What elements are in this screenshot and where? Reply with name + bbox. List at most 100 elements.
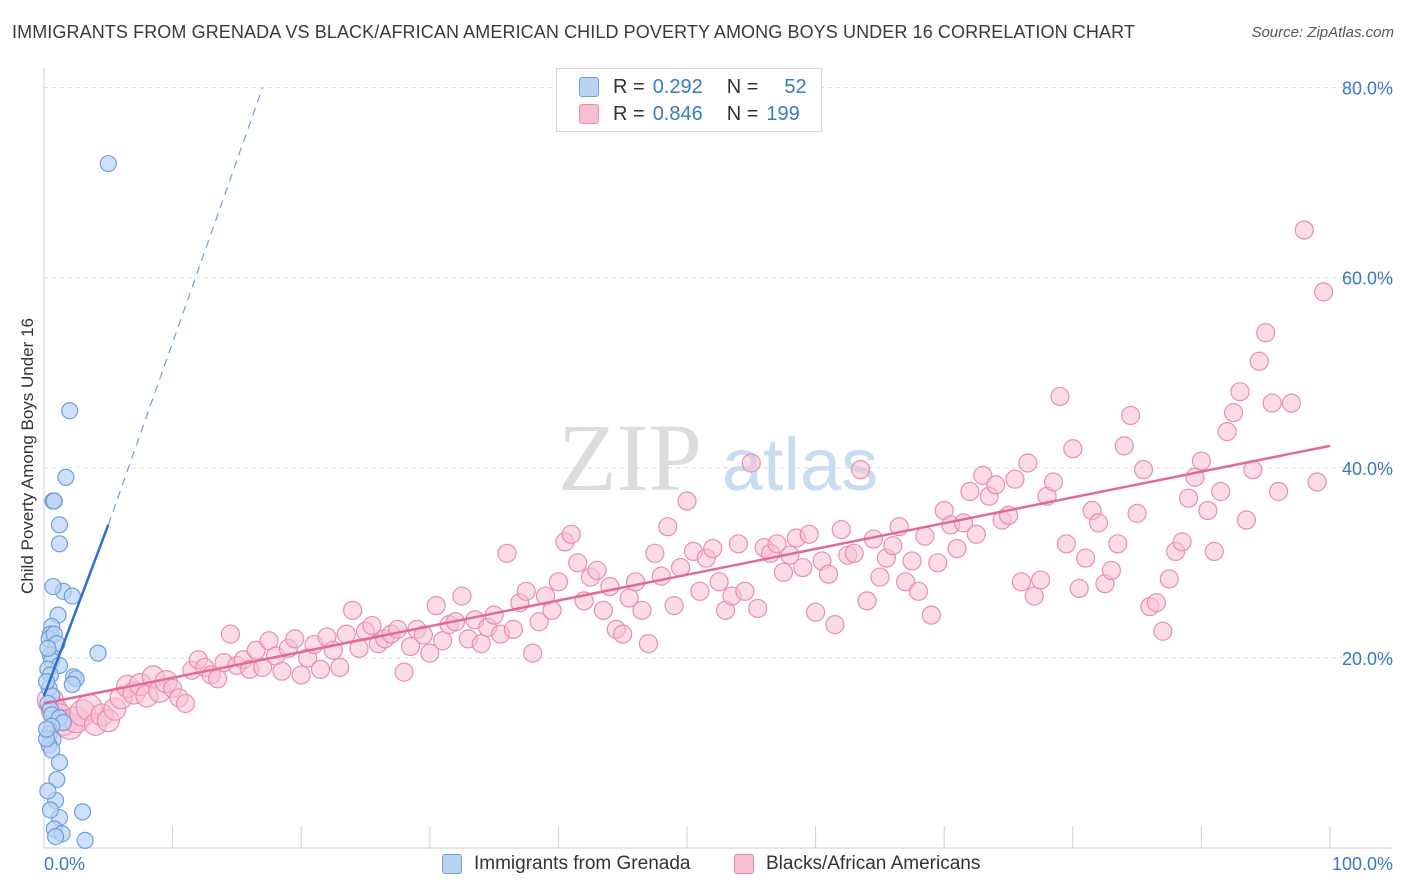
point-blacks — [253, 657, 273, 677]
point-blacks — [388, 619, 408, 639]
point-blacks — [1018, 453, 1038, 473]
point-blacks — [362, 615, 382, 636]
watermark: ZIP atlas — [558, 404, 878, 511]
bottom-legend-swatch-grenada — [442, 854, 462, 874]
point-grenada — [89, 644, 107, 662]
correlation-legend: R = 0.292 N = 52 R = 0.846 N = 199 — [556, 68, 822, 132]
point-blacks — [529, 612, 549, 632]
point-blacks — [503, 619, 523, 639]
legend-swatch-grenada — [579, 77, 599, 97]
point-blacks — [677, 491, 697, 511]
trend-line-grenada — [42, 524, 110, 697]
series-blacks-points — [36, 220, 1334, 740]
point-blacks — [1063, 439, 1083, 459]
bottom-legend-label-grenada: Immigrants from Grenada — [474, 853, 691, 874]
point-grenada — [44, 577, 62, 596]
point-grenada — [63, 587, 81, 605]
legend-row-blacks: R = 0.846 N = 199 — [579, 102, 800, 126]
point-blacks — [330, 657, 350, 677]
legend-r-value: 0.292 — [652, 75, 703, 98]
point-grenada — [61, 402, 79, 420]
y-tick-label: 60.0% — [1342, 269, 1393, 289]
point-blacks — [805, 602, 826, 622]
point-blacks — [664, 595, 684, 616]
chart-title: IMMIGRANTS FROM GRENADA VS BLACK/AFRICAN… — [12, 22, 1135, 42]
point-blacks — [703, 538, 723, 559]
point-blacks — [1211, 481, 1231, 502]
point-blacks — [1236, 510, 1257, 530]
point-blacks — [799, 524, 819, 544]
point-blacks — [433, 631, 453, 651]
watermark-zip: ZIP — [558, 404, 702, 511]
point-grenada — [48, 770, 66, 789]
point-grenada — [39, 639, 57, 657]
point-blacks — [1146, 593, 1166, 613]
point-blacks — [561, 524, 581, 544]
point-blacks — [1121, 405, 1141, 426]
point-blacks — [857, 591, 877, 611]
trend-line-blacks — [43, 444, 1331, 705]
point-blacks — [310, 659, 331, 679]
point-blacks — [690, 581, 710, 601]
point-grenada — [50, 535, 69, 553]
point-blacks — [413, 625, 433, 645]
point-blacks — [1217, 422, 1237, 442]
point-blacks — [896, 572, 916, 592]
point-blacks — [1223, 403, 1244, 423]
point-blacks — [220, 624, 241, 644]
series-grenada-points — [37, 154, 117, 849]
y-tick-label: 40.0% — [1342, 459, 1393, 479]
point-blacks — [400, 636, 421, 657]
point-blacks — [1050, 386, 1070, 407]
point-blacks — [548, 572, 569, 592]
point-grenada — [99, 154, 117, 173]
legend-r-label: R = — [613, 102, 645, 125]
point-blacks — [1133, 460, 1154, 480]
point-blacks — [908, 581, 929, 601]
point-blacks — [625, 572, 646, 592]
point-blacks — [1043, 472, 1064, 492]
point-grenada — [73, 803, 92, 821]
y-tick-label: 20.0% — [1342, 649, 1393, 669]
trend-line-grenada-extension — [107, 87, 264, 525]
point-blacks — [767, 534, 787, 554]
point-blacks — [246, 640, 266, 660]
point-blacks — [651, 566, 671, 586]
point-blacks — [516, 581, 536, 601]
source-label: Source: ZipAtlas.com — [1251, 24, 1394, 41]
point-blacks — [928, 553, 948, 573]
point-blacks — [921, 605, 941, 625]
point-blacks — [735, 581, 755, 601]
bottom-legend-grenada: Immigrants from Grenada — [442, 852, 690, 876]
point-blacks — [1281, 393, 1302, 413]
point-blacks — [973, 465, 993, 485]
point-blacks — [638, 634, 659, 654]
point-blacks — [709, 572, 729, 592]
point-blacks — [1031, 570, 1051, 590]
point-grenada — [37, 720, 56, 738]
point-blacks — [844, 543, 864, 563]
y-tick-label: 80.0% — [1342, 79, 1393, 99]
point-blacks — [748, 598, 768, 619]
point-blacks — [825, 615, 845, 635]
point-blacks — [471, 634, 491, 654]
point-blacks — [1076, 548, 1096, 568]
point-blacks — [728, 534, 749, 554]
point-grenada — [50, 753, 69, 772]
point-blacks — [1159, 569, 1179, 589]
point-blacks — [1268, 481, 1289, 502]
point-blacks — [568, 553, 588, 573]
point-blacks — [1024, 586, 1044, 606]
point-blacks — [420, 643, 440, 663]
point-blacks — [452, 586, 472, 606]
point-blacks — [343, 600, 363, 620]
point-blacks — [1204, 541, 1224, 562]
tick-labels: 20.0% 40.0% 60.0% 80.0% 0.0% 100.0% — [44, 79, 1393, 874]
legend-n-value: 52 — [784, 75, 807, 98]
axes — [43, 68, 1392, 849]
legend-row-grenada: R = 0.292 N = 52 — [579, 75, 807, 99]
point-blacks — [632, 600, 652, 620]
point-blacks — [645, 543, 665, 563]
point-blacks — [497, 543, 517, 563]
point-blacks — [915, 526, 935, 546]
